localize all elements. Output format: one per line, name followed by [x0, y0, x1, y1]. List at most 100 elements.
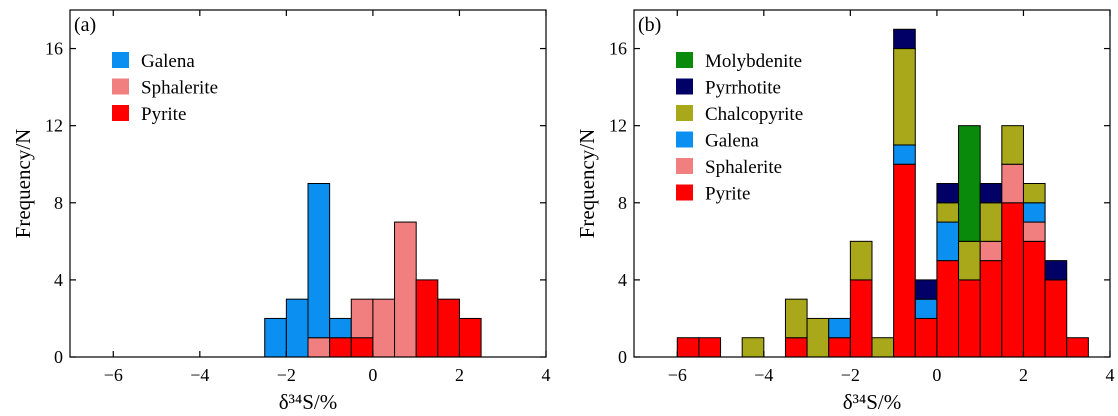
panel-a-x-tick-label: 2	[455, 365, 464, 385]
panel-a-ticks: −6 −4 −2 0 2 4 0 4 8 12 16	[45, 10, 551, 385]
panel-b-legend-swatch-pyrite	[676, 184, 693, 201]
panel-a-bar-galena	[285, 298, 309, 358]
panel-b-bar-chalcopyrite	[784, 298, 808, 339]
panel-b-legend-swatch-chalcopyrite	[676, 105, 693, 121]
panel-a-x-tick-label: −6	[104, 365, 123, 385]
panel-a-bar-sphalerite	[372, 298, 396, 358]
panel-b-bar-pyrite	[698, 337, 722, 358]
panel-b-bar-chalcopyrite	[958, 240, 981, 281]
panel-b-legend-label-pyrite: Pyrite	[705, 184, 750, 205]
panel-a-bar-galena	[307, 183, 331, 339]
panel-a-legend-swatch-sphalerite	[112, 78, 129, 95]
panel-b-bar-chalcopyrite	[849, 240, 873, 281]
panel-b-y-tick-label: 8	[618, 193, 627, 213]
panel-b-bar-pyrite	[1001, 202, 1024, 358]
panel-b-bar-pyrrhotite	[979, 183, 1003, 204]
panel-b-bar-chalcopyrite	[806, 317, 830, 358]
panel-b-bar-chalcopyrite	[741, 337, 765, 358]
panel-a-bar-galena	[329, 317, 352, 339]
panel-b-legend-label-pyrrhotite: Pyrrhotite	[705, 78, 781, 99]
panel-b-bar-pyrrhotite	[936, 183, 960, 204]
panel-a-bar-pyrite	[458, 317, 482, 358]
panel-b-legend-label-molybdenite: Molybdenite	[705, 51, 802, 72]
panel-b-bar-pyrite	[1022, 240, 1046, 358]
panel-b-bar-galena	[914, 298, 938, 319]
panel-a-bar-pyrite	[415, 279, 439, 358]
panel-a-bar-pyrite	[329, 337, 352, 358]
panel-a-bar-pyrite	[350, 337, 374, 358]
panel-a-x-tick-label: 0	[368, 365, 377, 385]
panel-a-label: (a)	[74, 14, 96, 36]
panel-b-legend-label-galena: Galena	[705, 131, 759, 152]
panel-a-x-tick-label: 4	[542, 365, 551, 385]
panel-b-bar-chalcopyrite	[1001, 125, 1024, 165]
panel-b-y-tick-label: 4	[618, 270, 627, 290]
panel-b-legend-swatch-molybdenite	[676, 52, 693, 68]
panel-b-bar-pyrite	[958, 279, 981, 358]
panel-a-y-tick-label: 12	[45, 116, 63, 136]
panel-b-x-tick-label: −2	[841, 365, 860, 385]
panel-b-bar-pyrite	[784, 337, 808, 358]
panel-b-x-tick-label: 2	[1019, 365, 1028, 385]
panel-b-bar-pyrite	[828, 337, 851, 358]
panel-b-bar-chalcopyrite	[936, 202, 960, 223]
panel-b-bar-galena	[936, 221, 960, 262]
panel-a-bar-sphalerite	[307, 337, 331, 358]
panel-a-bar-pyrite	[437, 298, 460, 358]
panel-b-y-tick-label: 12	[609, 116, 627, 136]
panel-b-label: (b)	[638, 14, 661, 36]
panel-b-bar-pyrrhotite	[914, 279, 938, 300]
panel-a-bar-galena	[264, 317, 287, 358]
panel-b-x-axis-label: δ³⁴S/%	[843, 390, 902, 414]
panel-a-legend-swatch-pyrite	[112, 105, 129, 121]
panel-a-bars	[264, 183, 482, 358]
panel-a-legend-label-pyrite: Pyrite	[141, 104, 186, 125]
panel-b-legend-swatch-pyrrhotite	[676, 78, 693, 95]
panel-a-legend-swatch-galena	[112, 52, 129, 68]
panel-b-bar-sphalerite	[1022, 221, 1046, 242]
panel-b-bar-galena	[893, 144, 916, 165]
panel-b-bars	[676, 28, 1089, 358]
panel-a-y-tick-label: 0	[54, 347, 63, 367]
panel-b-bar-galena	[828, 317, 851, 339]
panel-b-bar-pyrite	[676, 337, 700, 358]
panel-b-y-tick-label: 0	[618, 347, 627, 367]
panel-a-y-tick-label: 8	[54, 193, 63, 213]
panel-b-bar-pyrite	[979, 260, 1003, 358]
panel-b-legend-swatch-sphalerite	[676, 158, 693, 174]
panel-a-x-tick-label: −4	[190, 365, 209, 385]
panel-b-ticks: −6 −4 −2 0 2 4 0 4 8 12 16	[609, 10, 1115, 385]
panel-a-y-axis-label: Frequency/N	[11, 129, 35, 239]
panel-b-bar-chalcopyrite	[1022, 183, 1046, 204]
panel-a-legend-label-galena: Galena	[141, 51, 195, 72]
panel-b-x-tick-label: −6	[668, 365, 687, 385]
panel-b-x-tick-label: −4	[754, 365, 773, 385]
panel-b-x-tick-label: 0	[932, 365, 941, 385]
panel-b-bar-pyrite	[1044, 279, 1068, 358]
panel-b-bar-sphalerite	[1001, 163, 1024, 204]
panel-b-bar-galena	[1022, 202, 1046, 223]
panel-a-legend: Galena Sphalerite Pyrite	[112, 51, 218, 125]
panel-a-legend-label-sphalerite: Sphalerite	[141, 78, 218, 99]
panel-b-bar-sphalerite	[979, 240, 1003, 262]
panel-b-legend-label-chalcopyrite: Chalcopyrite	[705, 104, 803, 125]
panel-b-bar-chalcopyrite	[979, 202, 1003, 242]
panel-b-bar-pyrite	[1066, 337, 1089, 358]
panel-b-bar-molybdenite	[958, 125, 981, 242]
panel-b-bar-pyrrhotite	[1044, 260, 1068, 281]
panel-a-bar-sphalerite	[394, 221, 417, 358]
panel-a-y-tick-label: 4	[54, 270, 63, 290]
panel-b-legend-swatch-galena	[676, 131, 693, 148]
panel-b-legend-label-sphalerite: Sphalerite	[705, 157, 782, 178]
panel-b-x-tick-label: 4	[1106, 365, 1115, 385]
panel-b-plot-frame	[633, 9, 1111, 358]
panel-b-bar-chalcopyrite	[893, 48, 916, 146]
panel-b-bar-pyrite	[936, 260, 960, 358]
panel-b-bar-chalcopyrite	[871, 337, 895, 358]
panel-b-bar-pyrite	[849, 279, 873, 358]
panel-b-legend: Molybdenite Pyrrhotite Chalcopyrite Galena S…	[676, 51, 803, 205]
panel-b-y-axis-label: Frequency/N	[575, 129, 599, 239]
